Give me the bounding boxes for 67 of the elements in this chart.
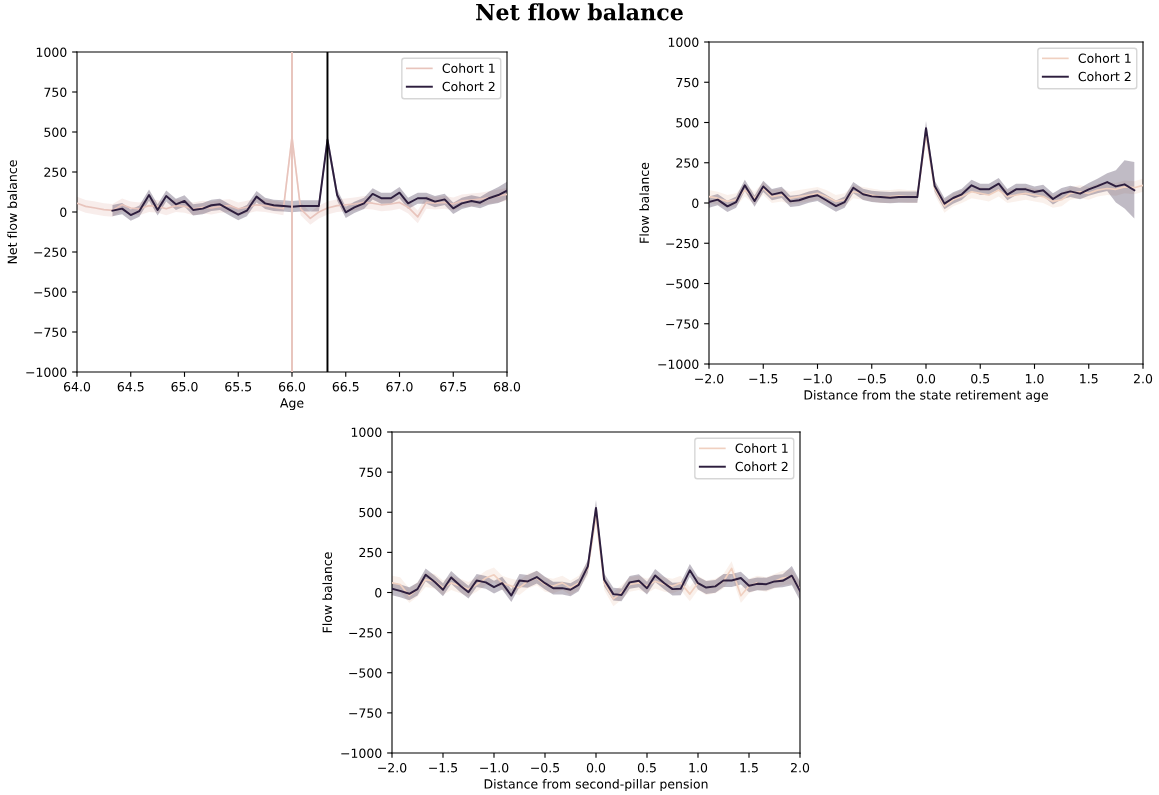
x-tick-label: −1.0 xyxy=(803,373,832,384)
y-axis-title: Net flow balance xyxy=(7,160,18,264)
x-tick-label: 64.0 xyxy=(63,381,91,392)
x-tick-label: 1.0 xyxy=(1025,373,1044,384)
legend-label: Cohort 2 xyxy=(1078,71,1131,82)
x-axis-title: Distance from second-pillar pension xyxy=(484,778,708,792)
x-tick-label: 66.5 xyxy=(332,381,359,392)
x-tick-label: −2.0 xyxy=(695,373,724,384)
x-tick-label: 1.5 xyxy=(740,763,758,773)
x-tick-label: 68.0 xyxy=(493,381,521,392)
y-tick-label: −1000 xyxy=(658,359,699,369)
legend-label: Cohort 2 xyxy=(735,461,788,472)
x-tick-label: 65.0 xyxy=(171,381,198,392)
x-tick-label: 1.5 xyxy=(1080,374,1098,384)
y-tick-label: 1000 xyxy=(36,47,67,57)
x-tick-label: 65.5 xyxy=(225,381,252,392)
y-tick-label: −500 xyxy=(349,668,382,678)
y-tick-label: 1000 xyxy=(351,427,382,437)
y-tick-label: 250 xyxy=(359,547,382,558)
x-tick-label: 2.0 xyxy=(790,762,810,773)
legend-label: Cohort 2 xyxy=(442,81,495,92)
x-tick-label: −0.5 xyxy=(857,373,886,384)
x-axis-title: Age xyxy=(280,398,304,411)
y-tick-label: −250 xyxy=(349,628,382,638)
y-axis-title: Flow balance xyxy=(322,552,333,633)
x-tick-label: 66.0 xyxy=(278,381,306,392)
y-tick-label: 750 xyxy=(44,87,67,97)
text: Net flow balance xyxy=(476,3,683,21)
x-tick-label: 1.0 xyxy=(689,762,708,773)
y-tick-label: 0 xyxy=(692,198,699,208)
y-tick-label: 0 xyxy=(60,207,67,217)
x-tick-label: 64.5 xyxy=(117,381,144,392)
y-axis-title: Flow balance xyxy=(639,162,650,243)
y-tick-label: 500 xyxy=(676,117,699,128)
legend-label: Cohort 1 xyxy=(1078,53,1131,63)
y-tick-label: 750 xyxy=(676,77,699,88)
x-tick-label: −1.5 xyxy=(429,763,458,773)
y-tick-label: −750 xyxy=(666,319,699,329)
legend-label: Cohort 1 xyxy=(442,63,495,73)
x-tick-label: 2.0 xyxy=(1133,373,1153,384)
y-tick-label: 1000 xyxy=(668,37,699,47)
y-tick-label: 0 xyxy=(375,587,382,598)
y-tick-label: −250 xyxy=(666,238,699,249)
x-tick-label: 0.0 xyxy=(916,373,936,384)
y-tick-label: −750 xyxy=(349,708,382,718)
x-axis-title: Distance from the state retirement age xyxy=(804,389,1048,403)
y-tick-label: 250 xyxy=(44,167,67,177)
x-tick-label: −1.0 xyxy=(480,762,509,773)
legend-label: Cohort 1 xyxy=(735,443,788,453)
x-tick-label: −2.0 xyxy=(378,762,407,773)
x-tick-label: −1.5 xyxy=(749,374,778,384)
y-tick-label: −500 xyxy=(666,278,699,289)
y-tick-label: 250 xyxy=(676,158,699,168)
y-tick-label: −750 xyxy=(34,327,67,337)
y-tick-label: 500 xyxy=(359,507,382,518)
x-tick-label: 0.0 xyxy=(586,762,606,773)
y-tick-label: −1000 xyxy=(26,367,67,377)
y-tick-label: −500 xyxy=(34,287,67,297)
y-tick-label: 500 xyxy=(44,127,67,137)
y-tick-label: −250 xyxy=(34,247,67,257)
y-tick-label: −1000 xyxy=(341,748,382,758)
x-tick-label: 0.5 xyxy=(971,373,990,384)
x-tick-label: −0.5 xyxy=(531,762,560,773)
x-tick-label: 67.5 xyxy=(440,381,467,392)
y-tick-label: 750 xyxy=(359,467,382,478)
x-tick-label: 67.0 xyxy=(386,381,413,392)
x-tick-label: 0.5 xyxy=(637,762,656,773)
